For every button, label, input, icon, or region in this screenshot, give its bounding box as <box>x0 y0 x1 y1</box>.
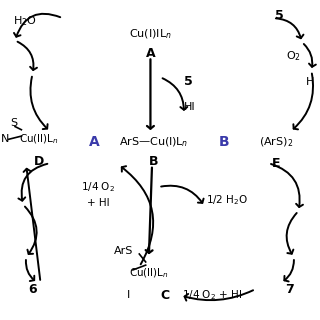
Text: 1/2 H$_2$O: 1/2 H$_2$O <box>206 193 248 207</box>
Text: N: N <box>1 134 9 144</box>
Text: HI: HI <box>184 102 196 112</box>
Text: Cu(II)L$_n$: Cu(II)L$_n$ <box>19 132 59 146</box>
Text: H$_2$O: H$_2$O <box>13 14 37 28</box>
Text: 7: 7 <box>285 283 293 296</box>
Text: O$_2$: O$_2$ <box>286 50 301 63</box>
Text: (ArS)$_2$: (ArS)$_2$ <box>259 136 293 149</box>
Text: B: B <box>219 135 229 149</box>
Text: 1/4 O$_2$ + HI: 1/4 O$_2$ + HI <box>182 289 243 302</box>
Text: ArS—Cu(I)L$_n$: ArS—Cu(I)L$_n$ <box>119 136 188 149</box>
Text: C: C <box>160 289 169 302</box>
Text: I: I <box>126 291 130 300</box>
Text: A: A <box>146 47 155 60</box>
Text: A: A <box>89 135 100 149</box>
Text: 5: 5 <box>275 9 284 21</box>
Text: + HI: + HI <box>86 198 109 208</box>
Text: Cu(I)IL$_n$: Cu(I)IL$_n$ <box>129 27 172 41</box>
Text: 6: 6 <box>28 283 37 296</box>
Text: H: H <box>306 77 315 87</box>
Text: E: E <box>272 157 281 170</box>
Text: S: S <box>10 118 17 128</box>
Text: 1/4 O$_2$: 1/4 O$_2$ <box>81 180 115 194</box>
Text: 5: 5 <box>184 76 193 88</box>
Text: ArS: ArS <box>114 246 133 256</box>
Text: B: B <box>149 155 158 168</box>
Text: Cu(II)L$_n$: Cu(II)L$_n$ <box>129 266 169 280</box>
Text: D: D <box>34 155 44 168</box>
